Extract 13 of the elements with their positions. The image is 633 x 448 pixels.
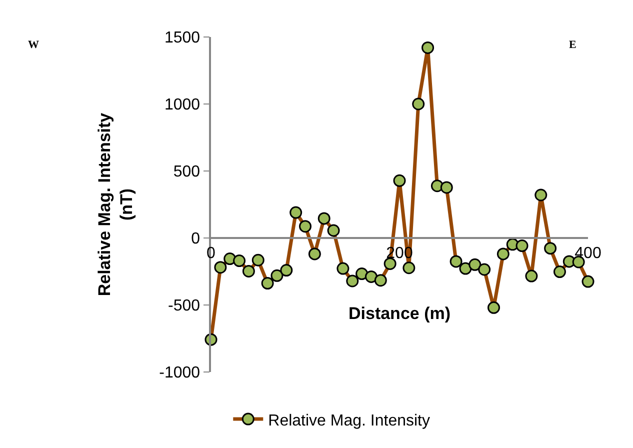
y-tick-label: 500 <box>173 164 200 181</box>
y-tick-label: 1000 <box>164 96 200 114</box>
y-tick-label: 1500 <box>164 30 200 47</box>
y-tick-label: -500 <box>168 298 200 315</box>
y-axis-title: Relative Mag. Intensity (nT) <box>95 112 136 296</box>
x-tick-label: 400 <box>574 244 602 262</box>
text: W <box>28 39 39 51</box>
y-tick-label: -1000 <box>159 364 200 382</box>
x-axis-title: Distance (m) <box>348 304 451 323</box>
annotation: E <box>569 39 576 51</box>
x-tick-label: 0 <box>206 244 216 262</box>
legend-label: Relative Mag. Intensity <box>268 412 430 430</box>
y-tick-label: 0 <box>191 230 200 248</box>
